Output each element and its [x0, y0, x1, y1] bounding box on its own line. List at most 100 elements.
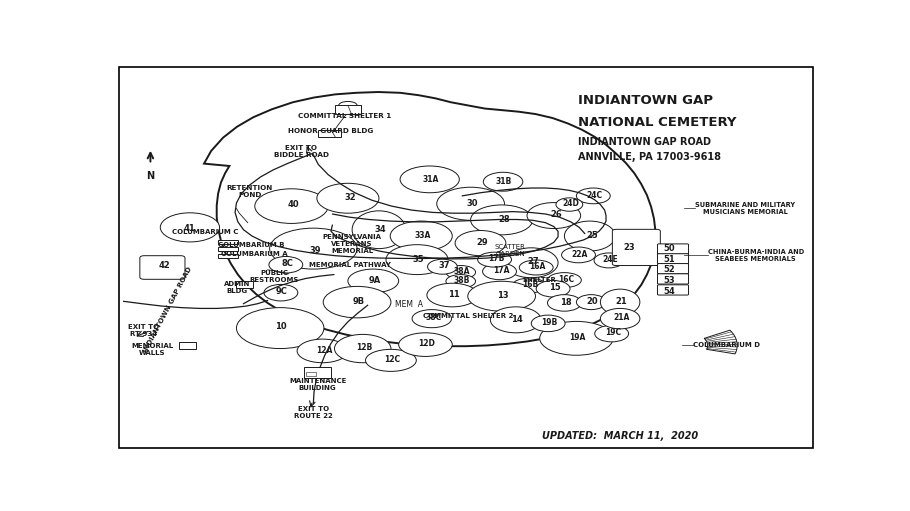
Ellipse shape: [428, 259, 457, 274]
Bar: [304, 367, 331, 378]
Text: 23: 23: [623, 243, 635, 251]
Text: COLUMBARIUM D: COLUMBARIUM D: [693, 342, 761, 349]
Text: 16B: 16B: [522, 281, 539, 289]
Text: 20: 20: [587, 297, 599, 306]
Ellipse shape: [390, 221, 452, 251]
Ellipse shape: [601, 289, 640, 315]
Bar: [218, 240, 238, 244]
Text: ANNVILLE, PA 17003-9618: ANNVILLE, PA 17003-9618: [578, 152, 721, 162]
Text: CHINA-BURMA-INDIA AND
SEABEES MEMORIALS: CHINA-BURMA-INDIA AND SEABEES MEMORIALS: [708, 249, 804, 262]
Text: 25: 25: [586, 231, 598, 240]
Ellipse shape: [490, 307, 541, 333]
Ellipse shape: [548, 272, 581, 288]
Text: 19C: 19C: [605, 328, 622, 337]
Ellipse shape: [482, 263, 517, 280]
Text: 30: 30: [466, 199, 478, 208]
Text: 16C: 16C: [558, 275, 574, 284]
Ellipse shape: [536, 281, 570, 297]
Bar: [318, 130, 341, 137]
Text: 38B: 38B: [454, 276, 470, 285]
Text: 51: 51: [662, 255, 674, 264]
Ellipse shape: [269, 257, 303, 273]
FancyBboxPatch shape: [658, 285, 689, 295]
Text: 52: 52: [662, 265, 674, 274]
Text: 21A: 21A: [613, 313, 630, 322]
Text: PENNSYLVANIA
VETERANS
MEMORIAL: PENNSYLVANIA VETERANS MEMORIAL: [323, 234, 381, 254]
Text: SUBMARINE AND MILITARY
MUSICIANS MEMORIAL: SUBMARINE AND MILITARY MUSICIANS MEMORIA…: [695, 202, 795, 215]
Text: EXIT TO
ROUTE 22: EXIT TO ROUTE 22: [294, 406, 333, 419]
Text: N: N: [147, 171, 155, 181]
Text: SCATTER
GARDEN: SCATTER GARDEN: [495, 244, 526, 257]
Bar: [218, 254, 238, 258]
Ellipse shape: [352, 211, 406, 249]
Text: 12B: 12B: [356, 343, 372, 352]
Text: 50: 50: [663, 244, 674, 253]
Text: 15: 15: [549, 284, 561, 292]
Ellipse shape: [531, 315, 565, 332]
Text: 28: 28: [498, 215, 510, 224]
Text: 53: 53: [663, 276, 674, 285]
Ellipse shape: [412, 310, 451, 328]
Text: 39: 39: [309, 246, 320, 254]
Ellipse shape: [504, 248, 558, 278]
Ellipse shape: [483, 172, 523, 191]
Text: ADMIN
BLDG: ADMIN BLDG: [224, 282, 250, 294]
Ellipse shape: [323, 286, 391, 318]
Ellipse shape: [297, 339, 348, 363]
Bar: [179, 342, 197, 350]
Text: MEMORIAL PATHWAY: MEMORIAL PATHWAY: [309, 262, 391, 268]
Text: MEM  A: MEM A: [395, 300, 422, 309]
Ellipse shape: [269, 228, 357, 269]
Ellipse shape: [540, 321, 613, 355]
Text: EXIT TO
RT 934: EXIT TO RT 934: [127, 324, 159, 337]
Text: 19B: 19B: [541, 318, 558, 327]
Text: COLUMBARIUM A: COLUMBARIUM A: [221, 251, 288, 257]
Text: INDIANTOWN GAP: INDIANTOWN GAP: [578, 95, 713, 107]
FancyBboxPatch shape: [658, 254, 689, 264]
Text: COLUMBARIUM C: COLUMBARIUM C: [172, 229, 238, 235]
Ellipse shape: [520, 260, 553, 275]
FancyBboxPatch shape: [658, 244, 689, 254]
Ellipse shape: [255, 189, 329, 223]
Text: 11: 11: [448, 290, 460, 299]
Text: 24C: 24C: [587, 191, 602, 200]
Text: 9A: 9A: [369, 275, 380, 285]
Ellipse shape: [317, 183, 379, 213]
Text: 41: 41: [184, 224, 196, 233]
Ellipse shape: [556, 198, 582, 211]
Text: 17A: 17A: [492, 266, 510, 275]
Ellipse shape: [366, 350, 416, 371]
Text: 32: 32: [344, 193, 356, 201]
Text: 27: 27: [528, 258, 540, 267]
Text: 14: 14: [511, 315, 523, 323]
Text: 10: 10: [275, 322, 287, 332]
Text: COMMITTAL SHELTER 2: COMMITTAL SHELTER 2: [422, 313, 513, 318]
Ellipse shape: [399, 333, 452, 357]
FancyBboxPatch shape: [612, 229, 661, 266]
Text: PUBLIC
RESTROOMS: PUBLIC RESTROOMS: [250, 270, 299, 283]
Text: HONOR GUARD BLDG: HONOR GUARD BLDG: [288, 128, 374, 133]
Text: 12C: 12C: [384, 355, 400, 364]
Text: 18: 18: [560, 297, 571, 307]
Ellipse shape: [564, 221, 615, 251]
Text: SHELTER: SHELTER: [522, 277, 556, 283]
Text: 8C: 8C: [281, 260, 293, 268]
Text: NATIONAL CEMETERY: NATIONAL CEMETERY: [578, 115, 736, 129]
Ellipse shape: [576, 188, 611, 204]
Text: 12A: 12A: [316, 345, 332, 355]
Text: 33A: 33A: [414, 231, 430, 240]
Ellipse shape: [455, 230, 506, 256]
Ellipse shape: [512, 278, 546, 293]
Text: 21: 21: [616, 297, 627, 306]
Ellipse shape: [427, 283, 478, 307]
FancyBboxPatch shape: [658, 274, 689, 284]
Text: 16A: 16A: [530, 262, 546, 271]
Text: 37: 37: [438, 262, 450, 270]
Text: 38C: 38C: [425, 313, 441, 322]
Text: 22A: 22A: [571, 249, 588, 259]
Ellipse shape: [437, 187, 504, 220]
Ellipse shape: [386, 245, 448, 274]
Ellipse shape: [594, 253, 623, 268]
Text: MAINTENANCE
BUILDING: MAINTENANCE BUILDING: [288, 378, 346, 391]
Ellipse shape: [595, 326, 629, 342]
